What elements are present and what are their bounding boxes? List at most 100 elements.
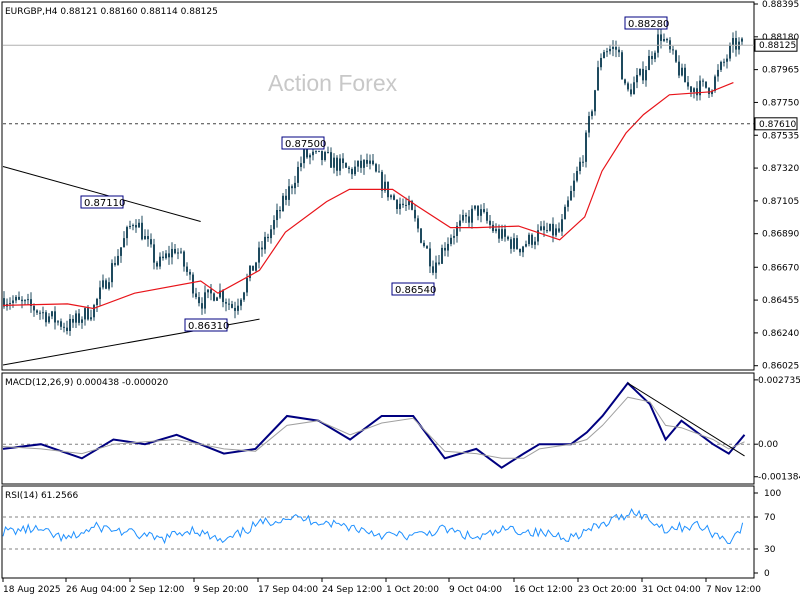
candle-body <box>312 151 314 156</box>
candle-body <box>69 318 71 331</box>
time-tick-label: 23 Oct 20:00 <box>578 585 637 595</box>
candle-body <box>198 297 200 304</box>
candle-body <box>426 246 428 249</box>
candle-body <box>396 199 398 210</box>
candle-body <box>108 282 110 289</box>
candle-body <box>423 242 425 247</box>
candle-body <box>336 157 338 171</box>
candle-body <box>225 302 227 304</box>
candle-body <box>42 312 44 314</box>
candle-body <box>570 190 572 201</box>
candle-body <box>477 205 479 216</box>
candle-body <box>72 318 74 323</box>
candle-body <box>261 247 263 250</box>
candle-body <box>351 168 353 175</box>
candle-body <box>450 237 452 244</box>
candle-body <box>18 296 20 300</box>
candle-body <box>366 159 368 164</box>
candle-body <box>735 38 737 50</box>
candle-body <box>705 81 707 88</box>
level-price-label: 0.87610 <box>759 120 796 130</box>
price-callout-box <box>80 195 124 209</box>
candle-body <box>549 223 551 231</box>
price-callout-label: 0.86310 <box>188 321 229 332</box>
candle-body <box>699 80 701 96</box>
macd-plot-area <box>2 381 754 469</box>
candle-body <box>456 225 458 236</box>
candle-body <box>84 308 86 320</box>
candle-body <box>417 218 419 229</box>
trend-line <box>2 166 201 222</box>
candle-body <box>306 149 308 158</box>
candle-body <box>690 86 692 93</box>
macd-panel[interactable]: MACD(12,26,9) 0.000438 -0.000020 0.00273… <box>1 372 800 485</box>
candle-body <box>294 182 296 189</box>
candle-body <box>345 163 347 168</box>
main-price-panel[interactable]: EURGBP,H4 0.88121 0.88160 0.88114 0.8812… <box>1 0 799 372</box>
price-callout-label: 0.87500 <box>285 139 326 150</box>
candle-body <box>333 157 335 168</box>
candle-body <box>213 293 215 301</box>
candle-body <box>489 220 491 225</box>
candle-body <box>249 265 251 279</box>
candle-body <box>378 171 380 173</box>
candle-body <box>501 229 503 239</box>
candle-body <box>339 158 341 171</box>
candle-body <box>720 61 722 70</box>
candle-body <box>45 312 47 323</box>
candle-body <box>36 310 38 313</box>
ohlc-header: EURGBP,H4 0.88121 0.88160 0.88114 0.8812… <box>5 7 218 17</box>
level-price-label-box <box>754 117 798 131</box>
candle-body <box>3 298 5 307</box>
rsi-tick-label: 0 <box>764 569 770 579</box>
candle-body <box>132 225 134 227</box>
time-tick-label: 1 Oct 20:00 <box>386 585 439 595</box>
candle-body <box>606 51 608 53</box>
candle-body <box>330 152 332 168</box>
candle-body <box>33 305 35 311</box>
candle-body <box>105 280 107 289</box>
candle-body <box>633 82 635 95</box>
candle-body <box>162 256 164 259</box>
main-price-axis: 0.88395 0.88180 0.87965 0.87750 0.87535 0.873… <box>754 0 799 372</box>
macd-line <box>2 381 746 469</box>
candle-body <box>618 49 620 53</box>
time-tick-label: 31 Oct 04:00 <box>642 585 701 595</box>
header-close: 0.88125 <box>181 7 218 17</box>
candle-body <box>441 247 443 264</box>
candle-body <box>96 298 98 305</box>
candle-body <box>174 248 176 254</box>
price-tick-label: 0.87750 <box>762 98 799 108</box>
price-callout: 0.86540 <box>391 282 436 296</box>
candle-body <box>90 317 92 320</box>
candle-body <box>303 149 305 164</box>
candle-body <box>195 293 197 298</box>
price-tick-label: 0.88180 <box>762 33 799 43</box>
candle-body <box>714 76 716 91</box>
candle-body <box>507 236 509 240</box>
candle-body <box>207 289 209 293</box>
candle-body <box>600 58 602 68</box>
candle-body <box>531 234 533 245</box>
candle-body <box>672 49 674 51</box>
rsi-panel[interactable]: RSI(14) 61.2566 100 70 30 0 <box>1 485 781 579</box>
header-low: 0.88114 <box>141 7 178 17</box>
price-callout: 0.87110 <box>80 195 125 209</box>
candle-body <box>165 253 167 259</box>
candle-body <box>540 226 542 231</box>
candle-body <box>447 243 449 251</box>
candle-body <box>375 164 377 172</box>
candle-body <box>228 303 230 305</box>
time-tick-label: 7 Nov 12:00 <box>706 585 761 595</box>
time-tick-label: 26 Aug 04:00 <box>66 585 127 595</box>
header-open: 0.88121 <box>60 7 97 17</box>
candle-body <box>39 312 41 314</box>
price-tick-label: 0.86025 <box>762 362 799 372</box>
price-callout-box <box>391 282 435 296</box>
candle-body <box>285 195 287 200</box>
rsi-tick-label: 30 <box>764 545 776 555</box>
candle-body <box>627 83 629 90</box>
candle-body <box>399 203 401 210</box>
candle-body <box>117 255 119 265</box>
